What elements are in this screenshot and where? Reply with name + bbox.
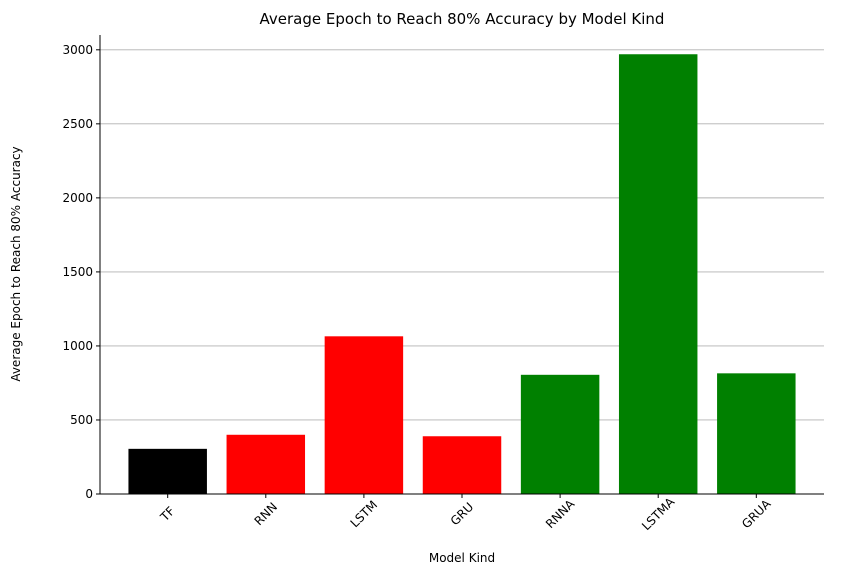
bars-layer bbox=[128, 54, 796, 495]
x-tick-label: LSTMA bbox=[639, 494, 678, 533]
y-tick-label: 1000 bbox=[62, 339, 93, 353]
bar-rnna bbox=[520, 374, 600, 494]
y-tick-label: 500 bbox=[70, 413, 93, 427]
y-tick-label: 2500 bbox=[62, 117, 93, 131]
bar-lstma bbox=[618, 54, 698, 495]
y-tick-label: 1500 bbox=[62, 265, 93, 279]
x-tick-label: RNNA bbox=[543, 496, 578, 531]
bar-rnn bbox=[226, 434, 306, 494]
chart-title: Average Epoch to Reach 80% Accuracy by M… bbox=[260, 10, 665, 28]
x-tick-label: TF bbox=[157, 504, 178, 525]
bar-lstm bbox=[324, 336, 404, 494]
y-tick-label: 2000 bbox=[62, 191, 93, 205]
y-axis-label: Average Epoch to Reach 80% Accuracy bbox=[9, 146, 23, 381]
y-tick-label: 0 bbox=[85, 487, 93, 501]
bar-gru bbox=[422, 436, 502, 494]
grid-layer bbox=[100, 49, 824, 421]
x-axis-label: Model Kind bbox=[429, 551, 495, 565]
bar-grua bbox=[717, 373, 796, 494]
x-ticks: TF RNN LSTM GRU RNNA LSTMA GRUA bbox=[157, 494, 774, 533]
y-tick-label: 3000 bbox=[62, 43, 93, 57]
y-ticks: 0 500 1000 1500 2000 2500 3000 bbox=[62, 43, 100, 501]
bar-tf bbox=[128, 448, 207, 494]
x-tick-label: GRUA bbox=[739, 496, 774, 531]
x-tick-label: GRU bbox=[448, 500, 477, 529]
x-tick-label: RNN bbox=[252, 500, 280, 528]
x-tick-label: LSTM bbox=[348, 498, 381, 531]
axes-layer bbox=[99, 35, 824, 495]
